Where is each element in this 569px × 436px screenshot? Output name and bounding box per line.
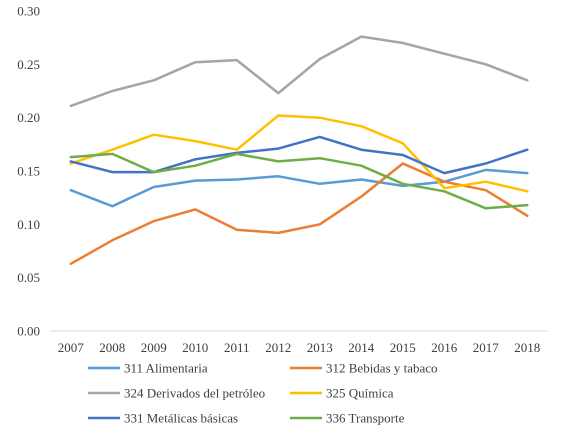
series-line-4 bbox=[69, 114, 529, 193]
x-tick-label: 2016 bbox=[431, 340, 458, 355]
legend-label-5: 331 Metálicas básicas bbox=[124, 411, 238, 426]
series-line-3 bbox=[69, 35, 529, 108]
y-tick-label: 0.00 bbox=[17, 324, 40, 339]
series-line-2 bbox=[69, 162, 529, 266]
x-tick-label: 2015 bbox=[390, 340, 416, 355]
x-tick-label: 2007 bbox=[58, 340, 85, 355]
x-tick-label: 2017 bbox=[473, 340, 500, 355]
legend-label-4: 325 Química bbox=[326, 386, 394, 401]
x-tick-label: 2010 bbox=[182, 340, 208, 355]
y-tick-label: 0.30 bbox=[17, 4, 40, 19]
legend-label-1: 311 Alimentaria bbox=[124, 361, 208, 376]
x-tick-label: 2012 bbox=[265, 340, 291, 355]
series-line-5 bbox=[69, 135, 529, 175]
series-lines bbox=[69, 35, 529, 266]
y-tick-label: 0.15 bbox=[17, 164, 40, 179]
x-axis-ticks: 2007 2008 2009 2010 2011 2012 2013 2014 2015 2016… bbox=[58, 340, 541, 355]
x-tick-label: 2009 bbox=[141, 340, 167, 355]
x-tick-label: 2018 bbox=[514, 340, 540, 355]
legend-label-2: 312 Bebidas y tabaco bbox=[326, 361, 438, 376]
y-tick-label: 0.05 bbox=[17, 270, 40, 285]
series-line-1 bbox=[69, 168, 529, 208]
y-axis-ticks: 0.00 0.05 0.10 0.15 0.20 0.25 0.30 bbox=[17, 4, 40, 339]
legend-label-3: 324 Derivados del petróleo bbox=[124, 386, 265, 401]
legend: 311 Alimentaria 312 Bebidas y tabaco 324 D… bbox=[88, 361, 438, 426]
legend-label-6: 336 Transporte bbox=[326, 411, 405, 426]
y-tick-label: 0.25 bbox=[17, 57, 40, 72]
x-tick-label: 2014 bbox=[348, 340, 375, 355]
x-tick-label: 2011 bbox=[224, 340, 250, 355]
x-tick-label: 2013 bbox=[307, 340, 333, 355]
series-line-6 bbox=[69, 152, 529, 210]
x-tick-label: 2008 bbox=[99, 340, 125, 355]
y-tick-label: 0.20 bbox=[17, 110, 40, 125]
y-tick-label: 0.10 bbox=[17, 217, 40, 232]
